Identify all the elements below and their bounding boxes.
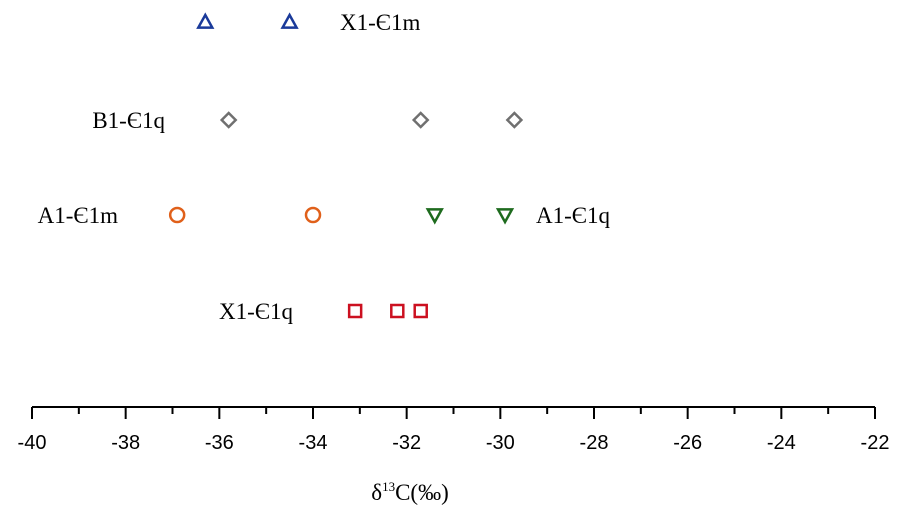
x-tick-label: -40 [18,432,47,454]
point [168,206,186,224]
point [347,303,363,319]
x-axis-label: δ13C(‰) [371,479,449,505]
point [280,12,299,29]
x-tick-label: -34 [299,432,328,454]
point [196,12,215,29]
series-label: A1-Є1q [536,203,610,228]
point [219,111,238,129]
x-tick-label: -24 [767,432,796,454]
series-label: X1-Є1q [219,299,293,324]
x-tick-label: -28 [580,432,609,454]
x-label-symbol: δ [371,480,382,505]
point [304,206,322,224]
series-label: B1-Є1q [92,108,165,133]
series-label: A1-Є1m [38,203,118,228]
point [390,303,405,319]
point [505,111,524,129]
x-tick-label: -38 [111,432,140,454]
x-tick-label: -36 [205,432,234,454]
point [495,208,515,225]
point [425,208,444,225]
series-label: X1-Є1m [340,10,420,35]
x-tick-label: -26 [673,432,702,454]
x-label-superscript: 13 [382,479,395,494]
x-label-rest: C(‰) [395,480,449,505]
x-tick-label: -22 [861,432,890,454]
point [413,303,428,319]
point [411,111,430,129]
x-tick-label: -30 [486,432,515,454]
x-tick-label: -32 [392,432,421,454]
